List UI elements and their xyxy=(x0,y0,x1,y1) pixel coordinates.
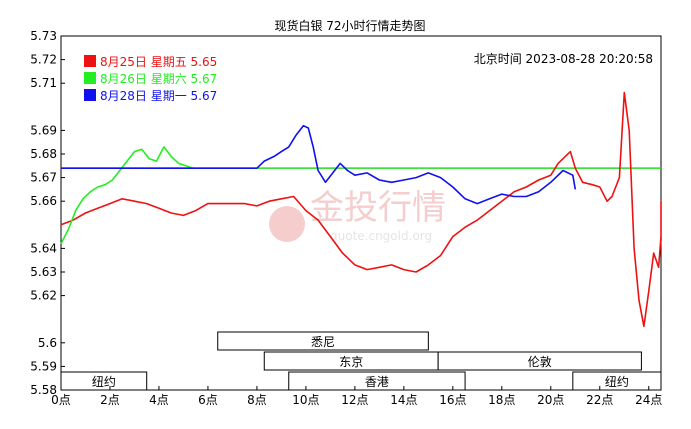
y-tick-label: 5.6 xyxy=(38,336,57,350)
x-tick-label: 0点 xyxy=(51,393,71,407)
y-tick-label: 5.67 xyxy=(30,171,57,185)
legend-label: 8月26日 星期六 5.67 xyxy=(100,72,217,86)
watermark: 金投行情 quote.cngold.org xyxy=(269,188,446,243)
x-tick-label: 24点 xyxy=(635,393,662,407)
x-tick-label: 22点 xyxy=(586,393,613,407)
session-label: 伦敦 xyxy=(528,354,552,369)
y-tick-label: 5.58 xyxy=(30,383,57,397)
watermark-text: 金投行情 xyxy=(310,188,446,228)
x-tick-label: 2点 xyxy=(100,393,120,407)
y-tick-label: 5.62 xyxy=(30,289,57,303)
legend-swatch xyxy=(84,55,96,67)
x-tick-label: 12点 xyxy=(341,393,368,407)
session-label: 东京 xyxy=(339,355,363,369)
chart-title: 现货白银 72小时行情走势图 xyxy=(274,18,425,33)
session-label: 香港 xyxy=(365,375,389,389)
y-tick-label: 5.71 xyxy=(30,76,57,90)
x-tick-label: 16点 xyxy=(439,393,466,407)
y-axis: 5.73 5.72 5.71 5.69 5.68 5.67 5.66 5.64 5.63 5.62… xyxy=(30,29,65,397)
x-tick-label: 8点 xyxy=(247,393,267,407)
series-line-3 xyxy=(61,124,577,205)
y-tick-label: 5.59 xyxy=(30,359,57,373)
x-tick-label: 18点 xyxy=(488,393,515,407)
y-tick-label: 5.66 xyxy=(30,194,57,208)
y-tick-label: 5.73 xyxy=(30,29,57,43)
series-lines xyxy=(60,91,662,328)
session-box xyxy=(572,371,662,391)
legend-swatch xyxy=(84,89,96,101)
x-tick-label: 10点 xyxy=(292,393,319,407)
y-tick-label: 5.69 xyxy=(30,123,57,137)
session-box xyxy=(288,371,466,391)
session-label: 纽约 xyxy=(92,374,116,389)
session-box xyxy=(437,351,642,371)
x-tick-label: 20点 xyxy=(537,393,564,407)
x-tick-label: 4点 xyxy=(149,393,169,407)
x-axis: 0点 2点 4点 6点 8点 10点 12点 14点 16点 18点 20点 22点 24点 xyxy=(51,386,662,407)
legend-swatch xyxy=(84,72,96,84)
watermark-logo xyxy=(269,206,305,242)
legend-label: 8月25日 星期五 5.65 xyxy=(100,55,217,69)
y-tick-label: 5.68 xyxy=(30,147,57,161)
session-box xyxy=(60,371,148,391)
y-tick-label: 5.64 xyxy=(30,241,57,255)
legend-label: 8月28日 星期一 5.67 xyxy=(100,89,217,103)
x-tick-label: 6点 xyxy=(198,393,218,407)
x-tick-label: 14点 xyxy=(390,393,417,407)
series-line-1 xyxy=(60,91,662,328)
series-line-2 xyxy=(60,146,194,245)
y-tick-label: 5.63 xyxy=(30,265,57,279)
timestamp: 北京时间 2023-08-28 20:20:58 xyxy=(474,52,653,66)
session-box xyxy=(217,331,429,351)
session-label: 悉尼 xyxy=(311,335,335,349)
legend: 8月25日 星期五 5.65 8月26日 星期六 5.67 8月28日 星期一 5.… xyxy=(84,55,217,103)
y-tick-label: 5.72 xyxy=(30,53,57,67)
watermark-url: quote.cngold.org xyxy=(330,229,432,243)
session-label: 纽约 xyxy=(605,374,629,389)
